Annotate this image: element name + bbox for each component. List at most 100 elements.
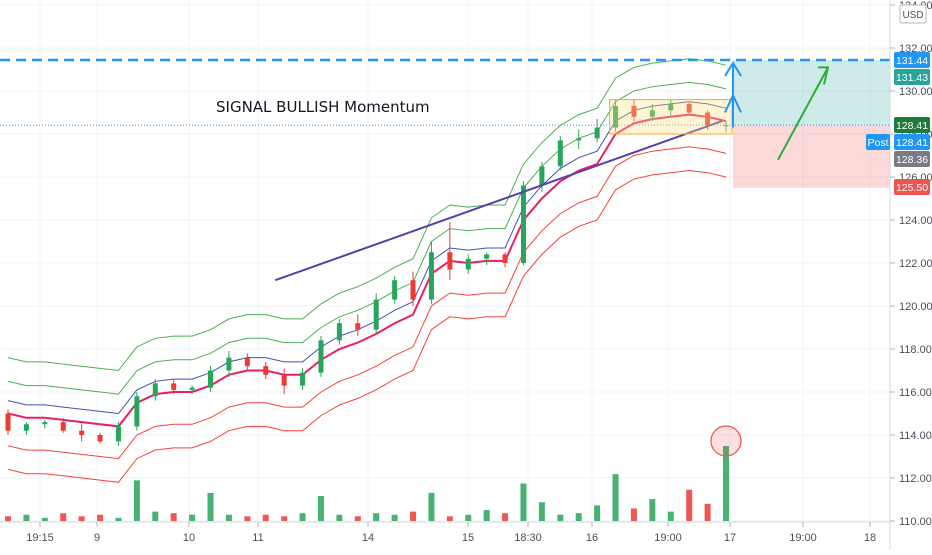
drawings: [0, 58, 890, 457]
x-tick-label: 16: [586, 532, 598, 544]
candle-body: [226, 357, 232, 371]
volume-bar: [520, 483, 527, 521]
candle-body: [23, 424, 29, 431]
candle-body: [152, 383, 158, 397]
candle-body: [686, 103, 692, 113]
volume-bar: [354, 516, 361, 521]
volume-bar: [317, 496, 324, 521]
candle-body: [60, 422, 66, 431]
candles: [5, 99, 729, 446]
volume-bar: [78, 516, 85, 521]
candle-body: [447, 252, 453, 270]
candle-body: [244, 357, 250, 367]
price-tag-label: Post: [867, 137, 888, 149]
candle-body: [465, 258, 471, 270]
stop-loss-zone: [733, 125, 890, 188]
price-tag: [894, 134, 930, 150]
band-line: [7, 101, 727, 415]
price-axis[interactable]: 110.00 112.00 114.00 116.00 118.00 120.00 122.…: [866, 0, 932, 550]
volume-bar: [723, 446, 729, 521]
candle-body: [97, 435, 103, 442]
currency-badge[interactable]: USD: [899, 4, 927, 24]
candle-body: [502, 254, 508, 263]
candle-body: [668, 103, 674, 111]
price-tag-label: 128.41: [896, 120, 928, 132]
y-tick-label: 112.00: [899, 473, 932, 485]
volume-bar: [373, 513, 380, 521]
y-tick-label: 110.00: [899, 516, 932, 528]
price-tag-label: 131.44: [896, 55, 928, 67]
candle-body: [318, 340, 324, 373]
candle-body: [336, 323, 342, 341]
candle-body: [208, 370, 214, 388]
volume-bar: [428, 492, 435, 521]
time-axis[interactable]: 19:15 9 10 11 14 15 18:30 16 19:00 17 19:00 18: [0, 521, 890, 544]
volume-bar: [97, 514, 104, 521]
band-line: [7, 58, 727, 372]
candle-body: [171, 383, 177, 390]
volume-bar: [483, 510, 490, 521]
candle-body: [79, 430, 85, 435]
volume-bar: [5, 516, 11, 521]
candle-body: [557, 140, 563, 167]
volume-bar: [704, 503, 711, 521]
x-tick-label: 18: [864, 532, 876, 544]
volume-bar: [207, 492, 214, 521]
vwap-line: [7, 113, 727, 428]
grid: [0, 0, 890, 522]
volume-bar: [391, 514, 398, 521]
candle-body: [520, 185, 526, 263]
price-tag-label: 128.41: [896, 137, 928, 149]
price-tag: [894, 117, 930, 133]
x-tick-label: 18:30: [514, 532, 542, 544]
candle-body: [410, 280, 416, 300]
candle-body: [428, 252, 434, 300]
volume-bar: [686, 489, 693, 521]
candle-body: [134, 396, 140, 427]
candle-body: [631, 106, 637, 117]
volume-bar: [281, 516, 288, 521]
x-tick-label: 15: [462, 532, 474, 544]
volume-bar: [410, 511, 417, 521]
volume-bar: [225, 514, 232, 521]
volume-bars: [5, 446, 729, 521]
x-tick-label: 19:00: [654, 532, 682, 544]
price-tag: [894, 52, 930, 68]
volume-bar: [612, 474, 619, 521]
x-tick-label: 19:15: [26, 532, 54, 544]
y-tick-label: 120.00: [899, 301, 932, 313]
volume-bar: [594, 505, 601, 521]
breakout-chevron: [724, 92, 742, 113]
band-line: [7, 169, 727, 483]
volume-bar: [60, 513, 67, 521]
volume-spike-marker: [710, 425, 742, 457]
volume-bar: [23, 514, 30, 521]
candle-body: [5, 413, 11, 431]
price-tag: [894, 179, 930, 195]
x-tick-label: 9: [94, 532, 100, 544]
volume-bar: [667, 511, 674, 521]
volume-bar: [336, 514, 343, 521]
candle-body: [613, 106, 619, 128]
price-tag: [894, 69, 930, 85]
price-tag-label: 125.50: [896, 182, 928, 194]
x-tick-label: 10: [183, 532, 195, 544]
volume-bar: [189, 514, 196, 521]
candle-body: [705, 112, 711, 126]
volume-bar: [152, 511, 159, 521]
x-tick-label: 14: [362, 532, 374, 544]
x-tick-label: 11: [252, 532, 263, 544]
candle-body: [189, 387, 195, 390]
band-line: [7, 146, 727, 460]
x-tick-label: 17: [724, 532, 736, 544]
candle-body: [539, 166, 545, 186]
price-tag: [866, 134, 890, 150]
volume-bar: [649, 499, 656, 521]
y-tick-label: 130.00: [899, 86, 932, 98]
x-tick-label: 19:00: [789, 532, 817, 544]
take-profit-zone: [733, 60, 890, 126]
volume-bar: [41, 517, 48, 521]
